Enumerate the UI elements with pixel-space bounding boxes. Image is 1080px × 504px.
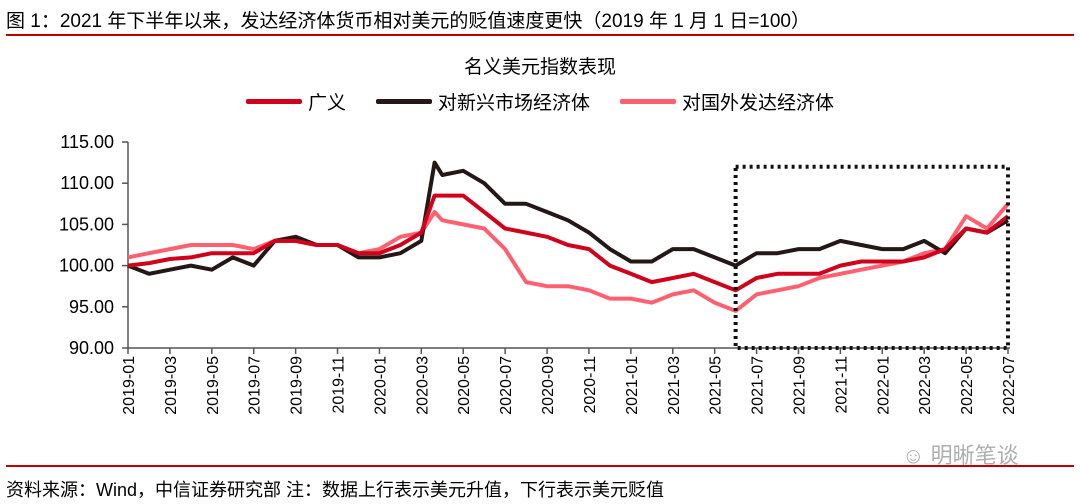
watermark-text: 明晰笔谈: [930, 443, 1019, 468]
x-tick-label: 2020-03: [414, 356, 431, 415]
chart-title: 名义美元指数表现: [463, 57, 616, 78]
x-tick-label: 2019-05: [205, 356, 222, 415]
x-tick-label: 2021-11: [833, 356, 850, 414]
legend: 广义 对新兴市场经济体 对国外发达经济体: [0, 88, 1080, 115]
x-tick-label: 2019-01: [121, 356, 138, 415]
legend-swatch-developed: [620, 99, 676, 104]
x-tick-label: 2021-05: [708, 356, 725, 415]
x-tick-label: 2020-09: [540, 356, 557, 415]
footer-rule: [6, 465, 1074, 467]
x-tick-label: 2021-09: [791, 356, 808, 415]
x-tick-label: 2021-07: [750, 356, 767, 415]
legend-label-emerging: 对新兴市场经济体: [437, 93, 590, 114]
wechat-icon: ☺: [902, 443, 925, 468]
legend-label-broad: 广义: [307, 93, 346, 114]
y-tick-label: 105.00: [59, 214, 114, 234]
y-tick-label: 115.00: [60, 132, 114, 152]
x-tick-label: 2022-05: [959, 356, 976, 415]
source-note: 资料来源：Wind，中信证券研究部 注：数据上行表示美元升值，下行表示美元贬值: [6, 480, 665, 500]
x-tick-label: 2019-07: [247, 356, 264, 415]
x-tick-label: 2022-01: [875, 356, 892, 415]
legend-label-developed: 对国外发达经济体: [682, 93, 835, 114]
x-tick-label: 2019-11: [331, 356, 348, 414]
x-tick-label: 2022-03: [917, 356, 934, 415]
annotation-dotted-box: [733, 164, 1010, 350]
y-tick-label: 90.00: [69, 338, 114, 358]
legend-swatch-emerging: [375, 99, 432, 104]
x-tick-label: 2022-07: [1001, 356, 1018, 415]
figure-title: 图 1：2021 年下半年以来，发达经济体货币相对美元的贬值速度更快（2019 …: [6, 11, 810, 32]
x-tick-label: 2020-11: [582, 356, 599, 414]
x-tick-label: 2020-01: [372, 356, 389, 415]
x-tick-label: 2019-09: [289, 356, 306, 415]
x-tick-label: 2020-05: [456, 356, 473, 415]
watermark: ☺ 明晰笔谈: [902, 438, 1019, 470]
x-tick-label: 2019-03: [163, 356, 180, 415]
y-tick-label: 110.00: [60, 173, 114, 193]
legend-swatch-broad: [245, 99, 302, 104]
legend-item-emerging: 对新兴市场经济体: [375, 88, 590, 115]
y-tick-label: 95.00: [69, 297, 114, 317]
x-tick-label: 2021-01: [624, 356, 641, 415]
x-tick-label: 2020-07: [498, 356, 515, 415]
legend-item-developed: 对国外发达经济体: [620, 88, 834, 115]
x-tick-label: 2021-03: [666, 356, 683, 415]
series-line-emerging: [127, 160, 1010, 276]
title-rule: [6, 34, 1074, 36]
y-tick-label: 100.00: [59, 256, 114, 276]
series-line-broad: [127, 193, 1010, 293]
legend-item-broad: 广义: [245, 88, 346, 115]
